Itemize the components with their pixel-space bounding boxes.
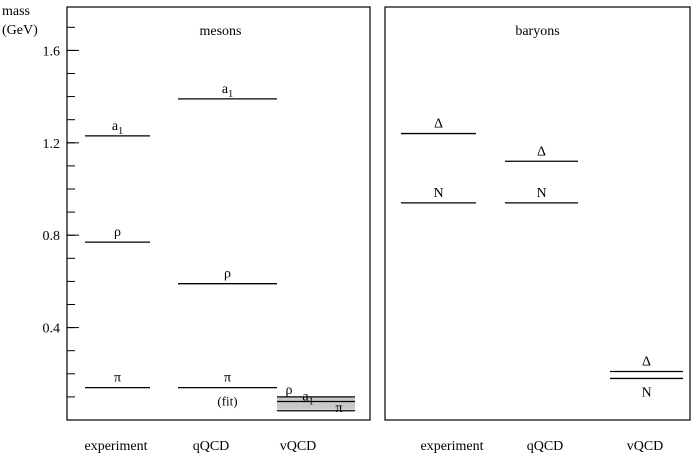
panel-title-baryons: baryons (515, 24, 559, 39)
level-label-mesons-3: a1 (222, 82, 233, 100)
level-label-mesons-0: a1 (112, 119, 123, 137)
column-label-vqcd: vQCD (280, 439, 317, 454)
y-tick-label: 1.2 (43, 137, 61, 152)
column-label-qqcd: qQCD (193, 439, 230, 454)
y-axis-title: mass (GeV) (2, 4, 38, 38)
panel-frame-mesons (66, 6, 371, 421)
column-label-vqcd: vQCD (627, 439, 664, 454)
column-label-experiment: experiment (85, 439, 148, 454)
level-label-baryons-3: N (536, 186, 546, 201)
y-tick-label: 0.8 (43, 229, 61, 244)
y-tick-label: 1.6 (43, 44, 61, 59)
y-axis-title-mass: mass (2, 4, 30, 19)
level-label-baryons-4: Δ (642, 354, 651, 369)
level-label-mesons-7: a1 (302, 390, 313, 408)
y-tick-label: 0.4 (43, 322, 61, 337)
y-axis-title-unit: (GeV) (2, 23, 38, 38)
level-label-mesons-5: π (224, 371, 231, 386)
level-label-mesons-1: ρ (114, 225, 121, 240)
level-label-mesons-4: ρ (224, 267, 231, 282)
level-label-baryons-2: Δ (537, 144, 546, 159)
column-label-experiment: experiment (421, 439, 484, 454)
level-label-baryons-5: N (641, 385, 651, 400)
level-label-mesons-2: π (114, 371, 121, 386)
level-note-fit: (fit) (217, 394, 237, 409)
level-label-mesons-6: ρ (286, 383, 293, 398)
panel-frame-baryons (384, 6, 691, 421)
level-label-baryons-1: N (433, 186, 443, 201)
level-label-mesons-8: π (335, 401, 342, 416)
panel-title-mesons: mesons (200, 24, 242, 39)
uncertainty-band (277, 396, 355, 410)
level-label-baryons-0: Δ (434, 117, 443, 132)
column-label-qqcd: qQCD (527, 439, 564, 454)
